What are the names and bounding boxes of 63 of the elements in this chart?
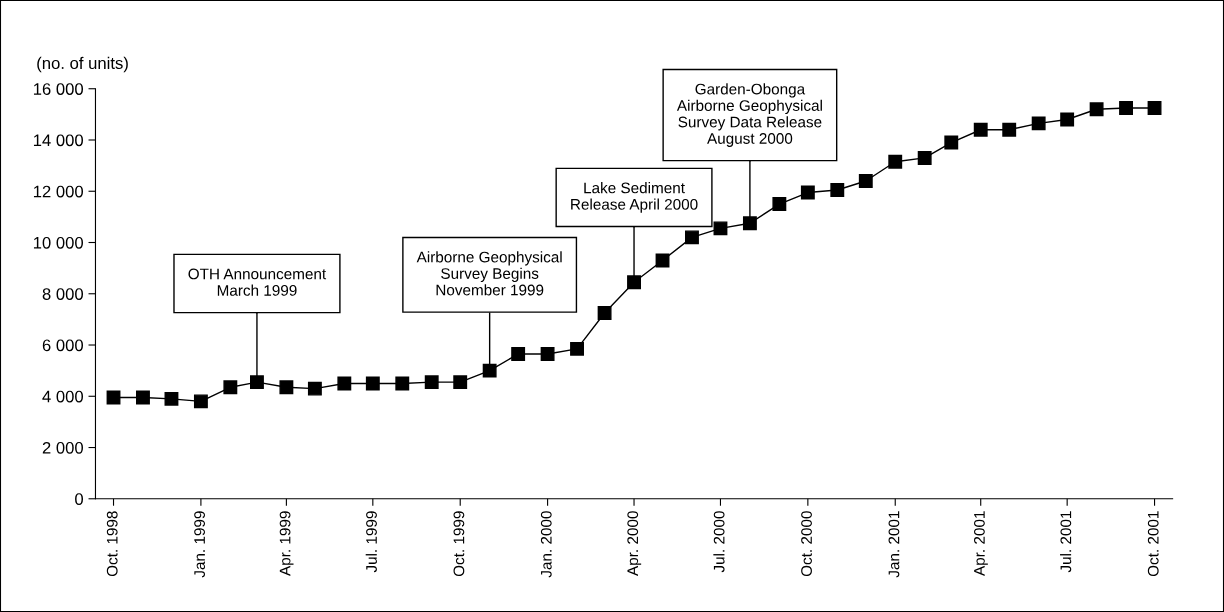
point bbox=[453, 375, 468, 390]
y-tick-label: 16 000 bbox=[33, 83, 84, 95]
point bbox=[858, 174, 873, 188]
point bbox=[655, 253, 670, 268]
y-tick-label: 10 000 bbox=[33, 236, 84, 249]
point bbox=[685, 230, 699, 245]
x-tick-label: Oct. 1999 bbox=[453, 511, 465, 577]
point bbox=[337, 376, 352, 391]
point bbox=[570, 341, 584, 356]
x-tick-label: Jan. 1999 bbox=[194, 511, 206, 578]
y-tick-label: 8 000 bbox=[42, 288, 84, 300]
y-tick-label: 12 000 bbox=[33, 185, 84, 198]
annotation: Airborne Geophysical Survey Begins November 1999 bbox=[416, 251, 562, 296]
x-tick-label: Oct. 2001 bbox=[1147, 511, 1159, 577]
point bbox=[482, 363, 497, 378]
point bbox=[365, 376, 380, 391]
point bbox=[973, 122, 988, 137]
x-tick-label: Oct. 1998 bbox=[106, 511, 118, 577]
point bbox=[511, 347, 526, 361]
x-tick-label: Jul. 2000 bbox=[713, 511, 725, 573]
point bbox=[597, 306, 612, 320]
y-axis-title: (no. of units) bbox=[37, 56, 128, 73]
point bbox=[307, 381, 322, 396]
point bbox=[1147, 101, 1162, 115]
x-tick-label: Jul. 1999 bbox=[365, 511, 377, 573]
x-tick-label: Jul. 2001 bbox=[1060, 511, 1072, 573]
x-tick-label: Apr. 2000 bbox=[627, 511, 642, 576]
x-tick-label: Apr. 2001 bbox=[974, 511, 988, 576]
y-tick-label: 4 000 bbox=[42, 390, 84, 403]
point bbox=[1060, 112, 1075, 127]
point bbox=[944, 135, 959, 150]
point bbox=[888, 154, 903, 169]
y-tick-label: 14 000 bbox=[33, 134, 84, 147]
x-tick-label: Jan. 2001 bbox=[888, 511, 900, 578]
point bbox=[164, 391, 179, 406]
point bbox=[772, 197, 787, 212]
y-tick-label: 6 000 bbox=[42, 339, 84, 352]
point bbox=[1089, 102, 1104, 117]
point bbox=[540, 347, 555, 361]
annotation: Lake Sediment Release April 2000 bbox=[571, 182, 698, 213]
point bbox=[223, 380, 238, 395]
annotation: Garden-Obonga Airborne Geophysical Survey Data Release August 2000 bbox=[676, 83, 822, 147]
x-tick-label: Jan. 2000 bbox=[540, 511, 552, 578]
point bbox=[136, 390, 150, 405]
y-tick-label: 2 000 bbox=[42, 441, 84, 454]
point bbox=[713, 221, 728, 236]
point bbox=[1119, 101, 1133, 115]
annotation: OTH Announcement March 1999 bbox=[188, 268, 327, 296]
point bbox=[830, 183, 845, 197]
point bbox=[742, 216, 757, 231]
point bbox=[193, 394, 208, 409]
point bbox=[627, 275, 641, 290]
x-tick-label: Oct. 2000 bbox=[801, 511, 812, 577]
point bbox=[279, 380, 294, 395]
point bbox=[800, 185, 815, 200]
point bbox=[424, 375, 439, 390]
point bbox=[917, 150, 932, 165]
y-tick-label: 0 bbox=[75, 493, 84, 505]
point bbox=[249, 375, 264, 390]
point bbox=[395, 376, 410, 391]
x-tick-label: Apr. 1999 bbox=[279, 511, 294, 576]
point bbox=[1031, 116, 1046, 131]
point bbox=[1002, 122, 1017, 137]
